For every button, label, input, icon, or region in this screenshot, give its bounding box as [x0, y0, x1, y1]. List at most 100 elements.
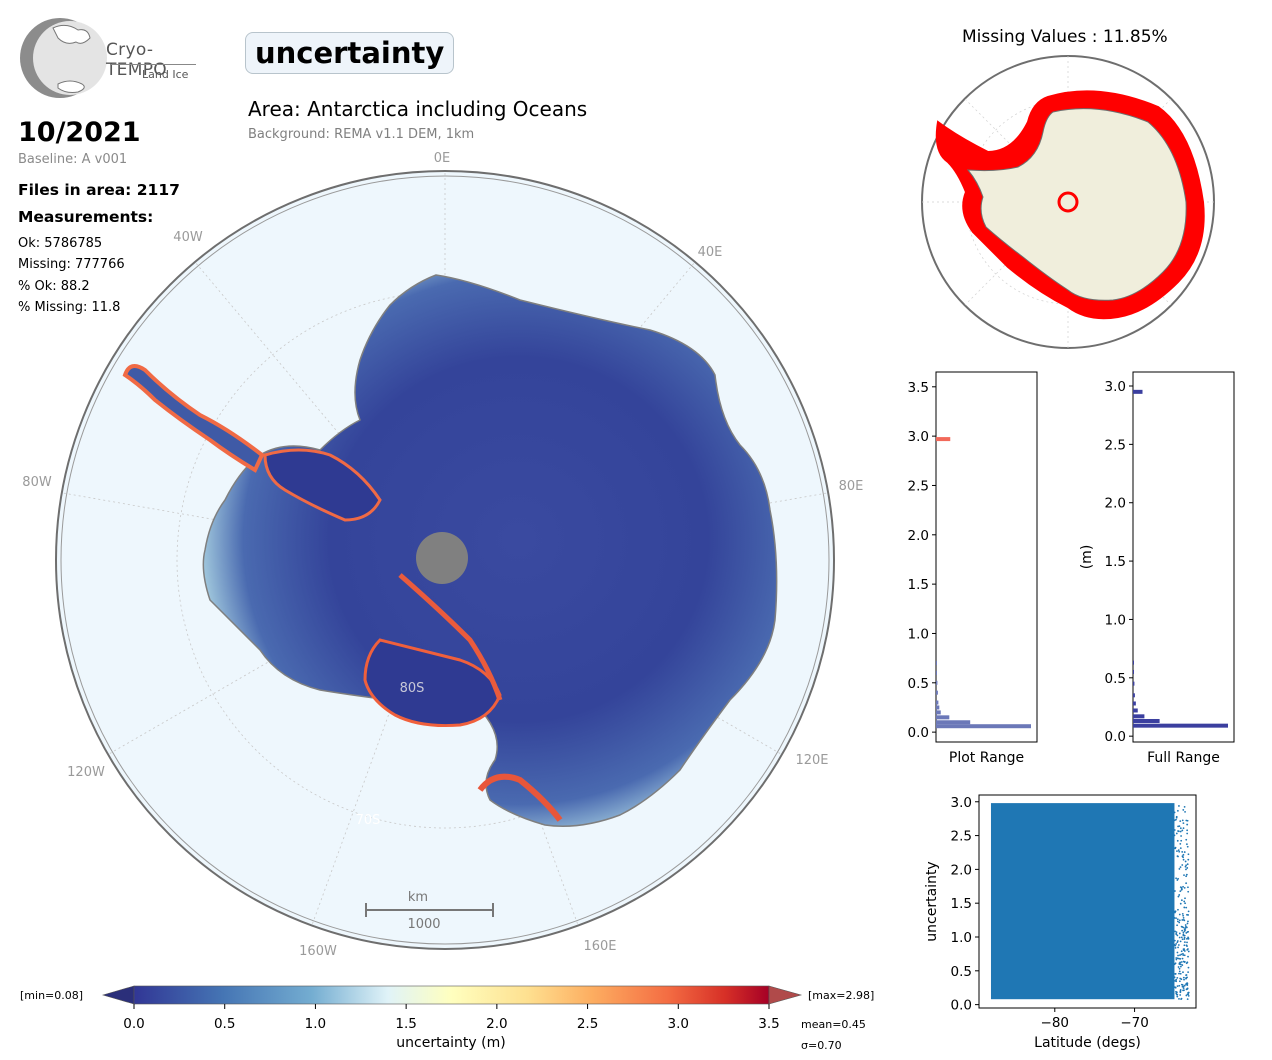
scatter-point: [1187, 993, 1190, 996]
scatter-point: [1174, 890, 1176, 892]
scatter-point: [1173, 834, 1176, 837]
y-tick-label: 1.0: [908, 626, 929, 642]
pole-hole: [416, 532, 468, 584]
colorbar-tick-label: 3.0: [668, 1016, 689, 1032]
scatter-point: [1177, 954, 1179, 957]
scatter-point: [1187, 890, 1190, 893]
y-tick-label: 0.5: [1105, 671, 1126, 687]
scatter-point: [1187, 886, 1189, 889]
scatter-point: [1173, 829, 1176, 831]
scatter-point: [1185, 994, 1188, 997]
stat-ok: Ok: 5786785: [18, 236, 103, 251]
logo-title: Cryo-TEMPO: [106, 40, 167, 80]
scatter-point: [1174, 972, 1177, 975]
scatter-point: [1183, 950, 1186, 952]
scatter-point: [1182, 976, 1185, 979]
scatter-dense-points: [990, 803, 1175, 1000]
scatter-point: [1183, 906, 1186, 909]
scatter-point: [1183, 944, 1186, 947]
files-in-area: Files in area: 2117: [18, 181, 180, 199]
scatter-point: [1183, 851, 1186, 853]
y-tick-label: 0.0: [908, 725, 929, 741]
scatter-point: [1175, 978, 1178, 981]
scatter-point: [1179, 843, 1182, 845]
scatter-point: [1185, 932, 1188, 934]
histogram-bar: [1133, 669, 1134, 674]
scatter-point: [1183, 961, 1186, 963]
colorbar-max-label: [max=2.98]: [808, 989, 874, 1002]
variable-title: uncertainty: [245, 32, 455, 74]
x-tick-label: −80: [1041, 1015, 1070, 1031]
scatter-point: [1176, 839, 1179, 842]
scatter-point: [1176, 957, 1179, 960]
scatter-point: [1173, 976, 1176, 979]
scatter-point: [1181, 912, 1184, 915]
scatter-point: [1178, 970, 1181, 973]
scatter-point: [1186, 922, 1189, 925]
scatter-point: [1179, 954, 1181, 957]
scatter-point: [1178, 921, 1181, 924]
histogram-frame: [1132, 371, 1235, 743]
scatter-point: [1182, 827, 1185, 830]
scatter-point: [1185, 838, 1188, 841]
scatter-point: [1186, 867, 1189, 869]
scatter-point: [1176, 920, 1179, 923]
scatter-point: [1181, 919, 1184, 921]
scatter-point: [1187, 950, 1190, 953]
scatter-point: [1176, 918, 1179, 921]
scatter-point: [1183, 928, 1186, 931]
scatter-xlabel: Latitude (degs): [1034, 1035, 1141, 1051]
weddell-embayment: [263, 448, 382, 522]
scatter-point: [1181, 964, 1184, 966]
histogram-ylabel: (m): [1079, 545, 1095, 570]
scatter-point: [1176, 934, 1179, 937]
map-ocean: [55, 170, 835, 950]
measurements-heading: Measurements:: [18, 208, 154, 226]
scatter-point: [1186, 982, 1189, 985]
scatter-point: [1179, 902, 1182, 905]
lon-label-0e: 0E: [434, 151, 451, 166]
scatter-point: [1181, 926, 1184, 928]
scatter-point: [1179, 957, 1182, 960]
scatter-point: [1182, 914, 1185, 917]
histogram-bar: [1133, 723, 1228, 728]
histogram-bar: [936, 715, 950, 720]
scatter-point: [1173, 917, 1176, 919]
scatter-point: [1173, 963, 1176, 966]
histogram-xlabel: Plot Range: [949, 750, 1024, 766]
scatter-point: [1180, 835, 1182, 837]
scatter-point: [1182, 934, 1185, 937]
scatter-point: [1175, 877, 1178, 880]
stat-pct-missing: % Missing: 11.8: [18, 300, 121, 315]
transantarctic-high-uncertainty: [398, 573, 503, 701]
colorbar-min-label: [min=0.08]: [20, 989, 83, 1002]
coastal-high-uncertainty: [477, 773, 563, 822]
histogram-bar: [936, 724, 1031, 729]
scatter-point: [1186, 998, 1189, 1000]
scatter-point: [1182, 856, 1184, 859]
colorbar-tick-label: 1.0: [305, 1016, 326, 1032]
scatter-point: [1174, 946, 1177, 949]
scatter-point: [1187, 910, 1190, 913]
histogram-bar: [1133, 718, 1160, 723]
lon-label-120e: 120E: [795, 753, 828, 768]
scale-value: 1000: [407, 917, 440, 932]
scatter-point: [1178, 913, 1181, 916]
scatter-point: [1181, 829, 1184, 832]
scatter-point: [1182, 987, 1185, 990]
scatter-point: [1186, 823, 1189, 826]
scatter-point: [1183, 938, 1186, 940]
scatter-point: [1179, 866, 1182, 868]
y-tick-label: 3.0: [908, 429, 929, 445]
scatter-point: [1182, 885, 1184, 888]
scatter-point: [1173, 943, 1176, 946]
scatter-point: [1181, 985, 1184, 988]
scatter-point: [1175, 993, 1178, 996]
scatter-point: [1186, 832, 1189, 835]
scatter-point: [1185, 819, 1188, 822]
scatter-point: [1174, 911, 1176, 914]
colorbar-gradient: [133, 985, 770, 1005]
colorbar-tick-label: 2.5: [577, 1016, 598, 1032]
scatter-point: [1181, 984, 1184, 986]
scatter-point: [1179, 890, 1182, 893]
